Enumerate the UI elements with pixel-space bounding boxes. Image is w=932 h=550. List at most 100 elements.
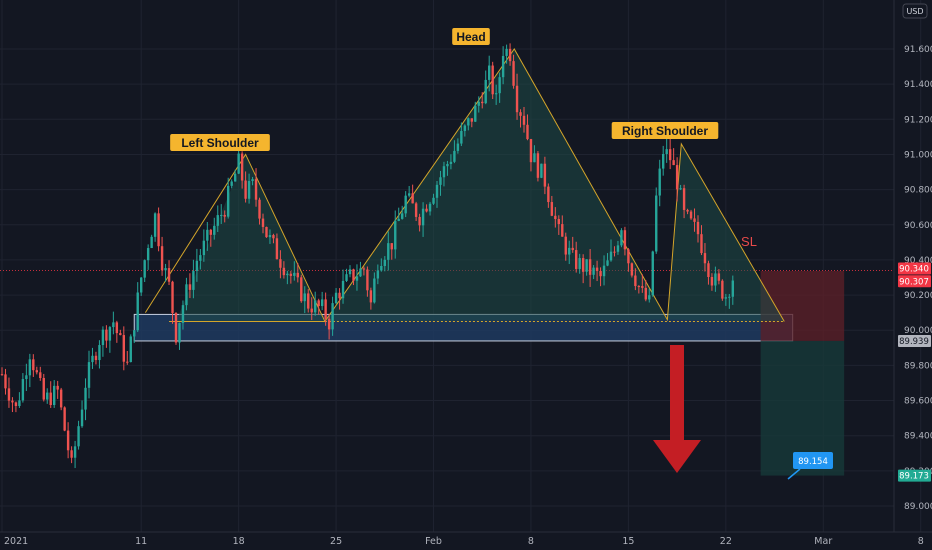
candle-body — [616, 245, 620, 252]
candle-body — [233, 173, 237, 182]
left-shoulder-label: Left Shoulder — [181, 136, 259, 150]
candle-body — [143, 260, 146, 278]
candle-body — [665, 149, 668, 155]
price-tag — [898, 262, 931, 275]
candle-body — [620, 230, 623, 246]
candle-body — [519, 112, 522, 116]
y-tick-label: 90.400 — [904, 256, 932, 266]
candle-body — [126, 361, 129, 363]
candle-body — [731, 280, 734, 297]
candle-body — [303, 293, 306, 302]
right-shoulder-label: Right Shoulder — [622, 124, 708, 138]
candle-body — [366, 269, 369, 291]
candle-body — [146, 248, 150, 261]
candle-body — [53, 385, 56, 406]
price-tags: 90.340 90.307 89.939 89.173 — [898, 262, 931, 482]
right-shoulder-label-box — [611, 122, 719, 139]
candle-body — [119, 333, 122, 336]
candle-body — [307, 293, 310, 309]
candle-body — [637, 286, 641, 288]
candle-body — [254, 179, 258, 200]
candle-body — [18, 400, 21, 407]
candle-body — [122, 335, 125, 362]
candle-body — [35, 370, 38, 373]
candle-body — [334, 292, 338, 304]
candle-body — [153, 213, 157, 237]
candle-body — [508, 48, 512, 62]
candle-body — [317, 300, 320, 307]
candle-body — [627, 249, 630, 264]
candle-body — [529, 139, 533, 163]
candle-body — [289, 273, 293, 276]
head-fill — [324, 49, 668, 322]
candle-body — [331, 303, 334, 330]
candle-body — [73, 446, 77, 458]
candle-body — [662, 154, 665, 169]
candle-body — [460, 130, 463, 144]
candle-body — [550, 202, 554, 216]
candle-body — [199, 255, 202, 261]
candle-body — [407, 193, 411, 196]
right-shoulder-fill — [667, 143, 785, 322]
candle-body — [87, 362, 91, 388]
candle-body — [682, 188, 686, 210]
candle-body — [522, 115, 526, 125]
candle-body — [721, 280, 724, 299]
candle-body — [658, 168, 661, 196]
candle-body — [700, 234, 703, 254]
candle-body — [456, 143, 460, 151]
candle-body — [227, 185, 230, 217]
candle-body — [484, 79, 487, 104]
candle-body — [279, 259, 282, 268]
candle-body — [213, 225, 216, 235]
candle-body — [390, 243, 393, 250]
candle-body — [696, 221, 700, 235]
candle-body — [352, 269, 355, 281]
candle-body — [376, 270, 380, 279]
y-tick-label: 90.800 — [904, 186, 932, 196]
candle-body — [293, 272, 296, 276]
candle-body — [387, 243, 390, 260]
candle-body — [571, 247, 574, 251]
candle-body — [112, 322, 115, 328]
candle-body — [453, 150, 456, 162]
candle-body — [623, 230, 627, 250]
candle-body — [467, 118, 470, 126]
candle-body — [21, 379, 25, 401]
candle-body — [512, 61, 515, 86]
candle-body — [470, 118, 473, 122]
candle-body — [505, 48, 508, 56]
candle-body — [585, 259, 588, 272]
candle-body — [195, 260, 199, 271]
candle-body — [265, 226, 268, 238]
currency-badge[interactable]: USD — [902, 3, 928, 19]
price-tag-label: 90.307 — [899, 277, 929, 287]
candle-body — [150, 236, 153, 249]
candle-body — [101, 329, 105, 346]
candle-body — [526, 124, 529, 140]
candle-body — [80, 409, 84, 427]
candle-body — [474, 105, 477, 122]
candle-body — [77, 426, 80, 447]
candle-body — [648, 295, 651, 300]
candle-body — [494, 93, 498, 95]
candle-body — [533, 153, 536, 163]
candle-body — [689, 211, 693, 219]
candle-body — [679, 188, 682, 190]
candle-body — [181, 305, 185, 323]
candle-body — [171, 281, 174, 313]
candle-body — [491, 65, 494, 95]
stop-loss-label: SL — [741, 234, 757, 249]
candle-body — [644, 287, 647, 300]
y-tick-label: 89.000 — [904, 502, 932, 512]
candle-body — [300, 277, 303, 302]
candle-body — [641, 286, 644, 288]
x-tick-label: 11 — [135, 536, 147, 547]
head-label: Head — [456, 30, 485, 44]
candle-body — [498, 77, 501, 94]
x-tick-label: 15 — [622, 536, 634, 547]
candle-body — [223, 214, 226, 217]
candle-body — [39, 372, 42, 378]
candle-body — [634, 275, 637, 287]
